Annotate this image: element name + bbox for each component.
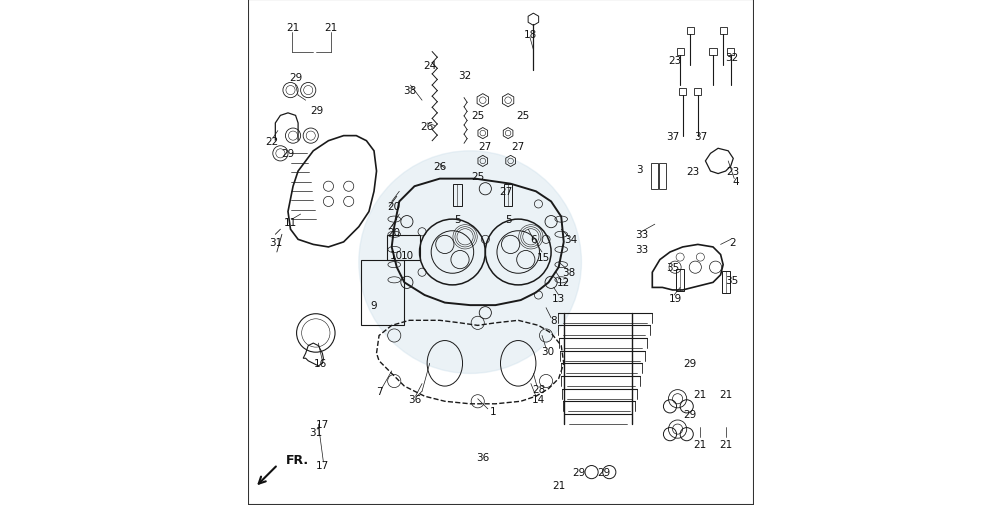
Text: 20: 20 <box>387 202 400 212</box>
Text: 7: 7 <box>375 386 382 396</box>
Text: 27: 27 <box>478 141 491 152</box>
Bar <box>722 272 730 294</box>
Text: 14: 14 <box>532 394 546 404</box>
Text: 30: 30 <box>542 346 555 356</box>
Text: 25: 25 <box>517 111 530 121</box>
Text: 8: 8 <box>551 316 557 326</box>
Text: 31: 31 <box>309 427 322 437</box>
Text: 26: 26 <box>433 162 446 172</box>
Text: 24: 24 <box>423 61 436 71</box>
Text: 3: 3 <box>637 164 643 174</box>
Text: 2: 2 <box>729 237 736 247</box>
Text: 1: 1 <box>489 407 496 417</box>
Text: 25: 25 <box>471 172 484 182</box>
Text: 11: 11 <box>284 217 297 227</box>
Text: 21: 21 <box>286 23 299 33</box>
Text: FR.: FR. <box>285 453 308 466</box>
Text: 17: 17 <box>315 460 329 470</box>
Text: 21: 21 <box>694 389 707 399</box>
Text: 21: 21 <box>324 23 337 33</box>
Text: 33: 33 <box>636 245 649 255</box>
Text: 29: 29 <box>289 73 302 83</box>
Text: 4: 4 <box>733 177 739 187</box>
Text: 5: 5 <box>505 215 512 225</box>
Text: 29: 29 <box>684 409 697 419</box>
Text: 32: 32 <box>458 71 471 81</box>
Text: 36: 36 <box>407 394 421 404</box>
Bar <box>720 28 727 35</box>
Text: 16: 16 <box>314 359 327 369</box>
Text: 12: 12 <box>558 278 571 288</box>
Bar <box>727 48 735 56</box>
Text: 29: 29 <box>598 467 611 477</box>
Text: 31: 31 <box>268 237 282 247</box>
Text: 29: 29 <box>684 359 697 369</box>
Text: 5: 5 <box>454 215 460 225</box>
Bar <box>453 184 461 207</box>
Text: 22: 22 <box>265 136 278 146</box>
Text: 28: 28 <box>532 384 546 394</box>
Text: 36: 36 <box>476 452 489 462</box>
Bar <box>710 48 717 56</box>
Text: 37: 37 <box>694 131 707 141</box>
Text: 38: 38 <box>563 268 576 278</box>
Text: 29: 29 <box>310 106 323 116</box>
Text: 18: 18 <box>525 30 538 40</box>
Text: 20: 20 <box>387 227 400 237</box>
Text: 23: 23 <box>686 167 700 177</box>
Bar <box>659 164 666 189</box>
Text: 35: 35 <box>726 275 739 285</box>
Text: 9: 9 <box>370 300 377 311</box>
Text: 27: 27 <box>498 187 513 197</box>
Text: 26: 26 <box>420 121 433 131</box>
Text: 13: 13 <box>553 293 566 303</box>
Text: 10: 10 <box>400 250 413 260</box>
Text: 23: 23 <box>669 56 682 66</box>
Bar <box>652 164 659 189</box>
Bar <box>361 260 404 326</box>
Text: 15: 15 <box>537 252 551 263</box>
Text: 33: 33 <box>636 230 649 240</box>
Text: 21: 21 <box>719 389 733 399</box>
Text: 21: 21 <box>719 439 733 449</box>
Text: 35: 35 <box>666 263 679 273</box>
Text: 19: 19 <box>669 293 682 303</box>
Bar <box>679 89 687 96</box>
Text: 27: 27 <box>512 141 525 152</box>
Text: 29: 29 <box>281 149 294 159</box>
Text: 38: 38 <box>402 86 416 96</box>
Bar <box>677 48 684 56</box>
Text: 32: 32 <box>726 53 739 63</box>
Text: 34: 34 <box>564 235 577 245</box>
Text: 17: 17 <box>315 419 329 429</box>
Text: 37: 37 <box>666 131 679 141</box>
Text: 25: 25 <box>471 111 484 121</box>
Bar <box>687 28 694 35</box>
Text: 6: 6 <box>531 235 537 245</box>
Text: 21: 21 <box>694 439 707 449</box>
Bar <box>676 269 684 291</box>
Text: 23: 23 <box>727 167 740 177</box>
Bar <box>695 89 702 96</box>
Text: 10: 10 <box>390 250 403 260</box>
Bar <box>386 236 419 260</box>
Bar <box>505 184 513 207</box>
Text: 21: 21 <box>553 480 566 490</box>
Text: 29: 29 <box>573 467 586 477</box>
Circle shape <box>358 152 582 374</box>
